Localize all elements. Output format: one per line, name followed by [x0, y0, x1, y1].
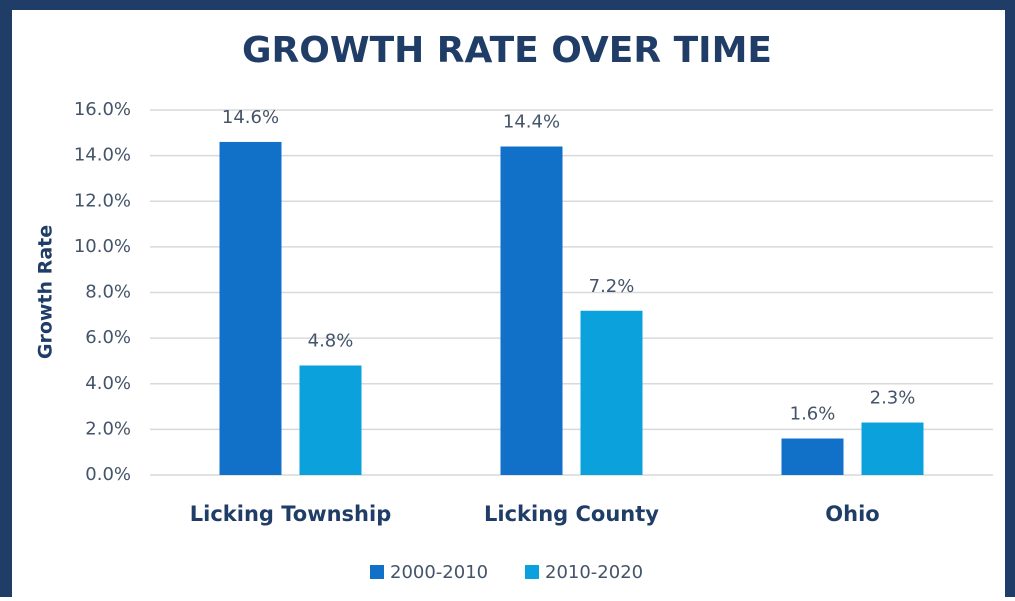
y-tick-label: 2.0% — [85, 418, 131, 439]
y-tick-label: 16.0% — [74, 99, 131, 120]
legend-swatch — [370, 565, 384, 579]
bar — [299, 365, 362, 475]
data-label: 7.2% — [589, 276, 635, 297]
y-tick-label: 14.0% — [74, 145, 131, 166]
bar — [500, 146, 563, 475]
legend-label: 2010-2020 — [545, 562, 643, 583]
x-tick-label: Licking County — [484, 502, 659, 526]
legend-label: 2000-2010 — [390, 562, 488, 583]
data-label: 14.6% — [222, 107, 279, 128]
bar — [781, 438, 844, 475]
chart-title: GROWTH RATE OVER TIME — [242, 30, 772, 71]
y-tick-label: 4.0% — [85, 373, 131, 394]
y-tick-label: 8.0% — [85, 282, 131, 303]
x-tick-label: Licking Township — [190, 502, 391, 526]
bar — [861, 422, 924, 475]
data-label: 1.6% — [790, 404, 836, 425]
bar — [580, 310, 643, 475]
data-label: 4.8% — [308, 331, 354, 352]
y-tick-label: 10.0% — [74, 236, 131, 257]
y-axis-label: Growth Rate — [35, 225, 57, 359]
y-tick-label: 6.0% — [85, 327, 131, 348]
data-label: 14.4% — [503, 112, 560, 133]
y-tick-label: 12.0% — [74, 190, 131, 211]
x-tick-label: Ohio — [825, 502, 879, 526]
y-tick-label: 0.0% — [85, 464, 131, 485]
bar — [219, 141, 282, 475]
data-label: 2.3% — [870, 388, 916, 409]
legend-swatch — [525, 565, 539, 579]
